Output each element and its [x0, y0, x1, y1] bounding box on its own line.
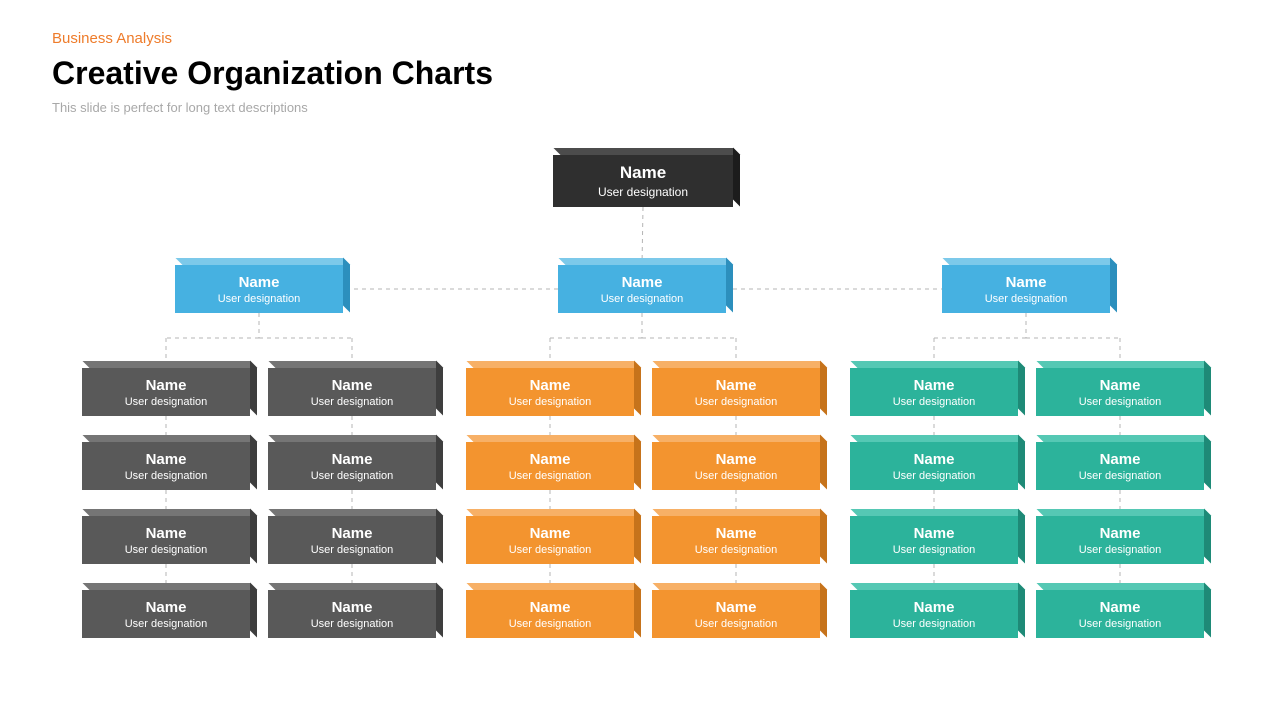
org-node: Name User designation	[1036, 590, 1204, 638]
org-node: Name User designation	[553, 155, 733, 207]
org-node-designation: User designation	[509, 470, 592, 482]
org-node-designation: User designation	[695, 618, 778, 630]
org-node: Name User designation	[466, 368, 634, 416]
org-node-designation: User designation	[509, 544, 592, 556]
org-node-name: Name	[620, 163, 666, 183]
org-node-name: Name	[716, 525, 757, 542]
org-chart: Name User designation Name User designation…	[0, 0, 1280, 720]
org-node-name: Name	[332, 377, 373, 394]
org-node-designation: User designation	[1079, 544, 1162, 556]
org-node: Name User designation	[652, 442, 820, 490]
org-node: Name User designation	[850, 442, 1018, 490]
org-node-name: Name	[530, 525, 571, 542]
org-node-name: Name	[1100, 377, 1141, 394]
org-node-name: Name	[1100, 451, 1141, 468]
org-node-designation: User designation	[598, 185, 688, 199]
org-node-name: Name	[622, 274, 663, 291]
org-node-name: Name	[914, 525, 955, 542]
org-node: Name User designation	[82, 442, 250, 490]
org-node-designation: User designation	[1079, 396, 1162, 408]
org-node: Name User designation	[82, 368, 250, 416]
org-node: Name User designation	[175, 265, 343, 313]
org-node-designation: User designation	[601, 293, 684, 305]
org-node: Name User designation	[466, 590, 634, 638]
org-node-name: Name	[530, 599, 571, 616]
org-node-name: Name	[530, 377, 571, 394]
org-node-designation: User designation	[985, 293, 1068, 305]
org-node-name: Name	[332, 599, 373, 616]
org-node-name: Name	[146, 451, 187, 468]
org-node: Name User designation	[268, 590, 436, 638]
org-node: Name User designation	[942, 265, 1110, 313]
org-node-name: Name	[239, 274, 280, 291]
org-node-name: Name	[716, 377, 757, 394]
org-node-designation: User designation	[893, 618, 976, 630]
org-node-name: Name	[914, 377, 955, 394]
org-node-name: Name	[1006, 274, 1047, 291]
org-node: Name User designation	[652, 590, 820, 638]
org-node-designation: User designation	[893, 470, 976, 482]
org-node: Name User designation	[268, 516, 436, 564]
org-node-designation: User designation	[1079, 470, 1162, 482]
org-node-designation: User designation	[125, 470, 208, 482]
org-node-name: Name	[146, 599, 187, 616]
org-node-designation: User designation	[125, 618, 208, 630]
org-node: Name User designation	[1036, 516, 1204, 564]
org-node: Name User designation	[466, 442, 634, 490]
org-node: Name User designation	[558, 265, 726, 313]
org-node: Name User designation	[82, 590, 250, 638]
org-node-designation: User designation	[125, 544, 208, 556]
org-node-designation: User designation	[509, 618, 592, 630]
org-node-name: Name	[332, 451, 373, 468]
org-node-designation: User designation	[311, 544, 394, 556]
org-node-designation: User designation	[125, 396, 208, 408]
org-node: Name User designation	[1036, 442, 1204, 490]
org-node-name: Name	[332, 525, 373, 542]
org-node-name: Name	[146, 377, 187, 394]
org-node: Name User designation	[850, 590, 1018, 638]
org-node-designation: User designation	[893, 544, 976, 556]
org-node: Name User designation	[466, 516, 634, 564]
org-node-designation: User designation	[695, 470, 778, 482]
org-node-designation: User designation	[695, 396, 778, 408]
org-node-name: Name	[716, 599, 757, 616]
org-node: Name User designation	[652, 368, 820, 416]
org-node-name: Name	[914, 599, 955, 616]
org-node-designation: User designation	[1079, 618, 1162, 630]
org-node-designation: User designation	[311, 618, 394, 630]
org-node: Name User designation	[268, 368, 436, 416]
org-node-designation: User designation	[509, 396, 592, 408]
org-node-name: Name	[1100, 599, 1141, 616]
org-node-name: Name	[914, 451, 955, 468]
org-node-designation: User designation	[311, 396, 394, 408]
org-node: Name User designation	[850, 368, 1018, 416]
org-node-name: Name	[530, 451, 571, 468]
org-node: Name User designation	[82, 516, 250, 564]
org-node-designation: User designation	[893, 396, 976, 408]
org-node-designation: User designation	[311, 470, 394, 482]
org-node-name: Name	[146, 525, 187, 542]
org-node-designation: User designation	[695, 544, 778, 556]
org-node: Name User designation	[268, 442, 436, 490]
org-node-name: Name	[1100, 525, 1141, 542]
org-node: Name User designation	[1036, 368, 1204, 416]
org-node: Name User designation	[652, 516, 820, 564]
org-node-name: Name	[716, 451, 757, 468]
org-node-designation: User designation	[218, 293, 301, 305]
org-node: Name User designation	[850, 516, 1018, 564]
